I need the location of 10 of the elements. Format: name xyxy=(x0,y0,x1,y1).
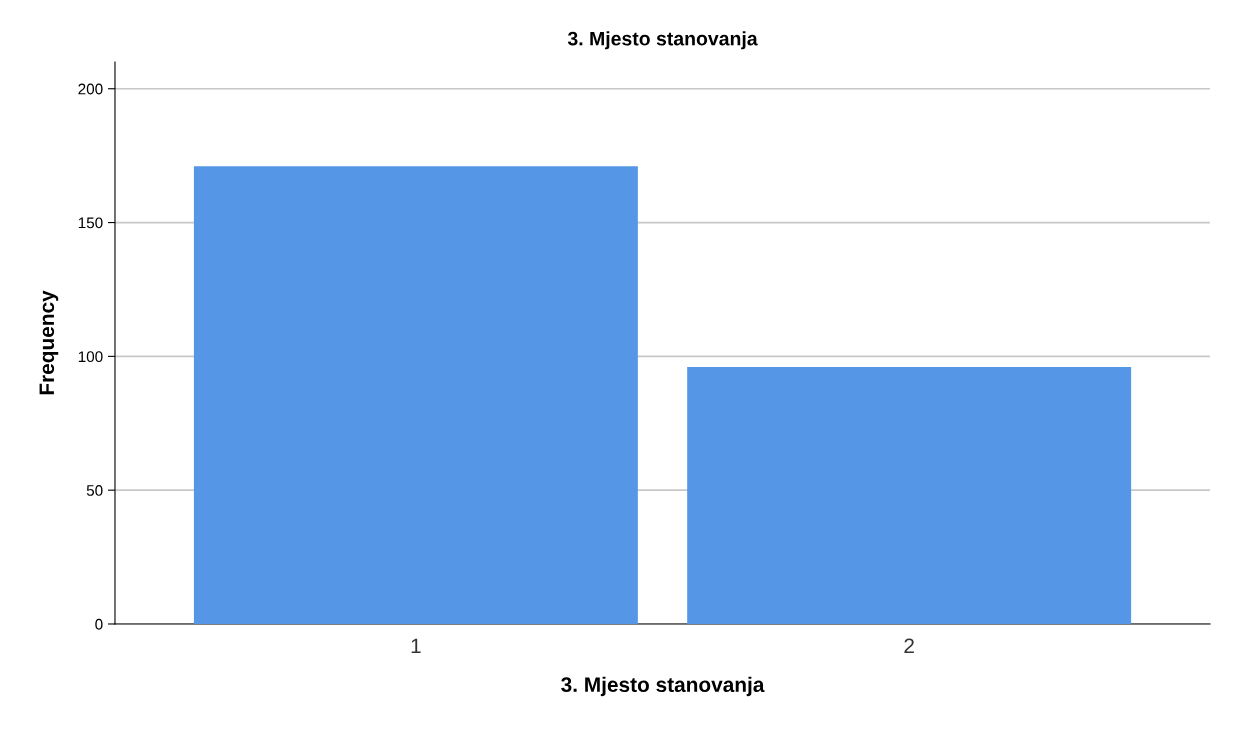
y-tick-label: 200 xyxy=(78,83,103,95)
x-tick-label: 1 xyxy=(411,638,421,653)
y-axis-title: Frequency xyxy=(39,290,59,395)
y-tick-label: 50 xyxy=(86,485,103,496)
y-tick-label: 100 xyxy=(78,351,103,363)
y-tick-label: 150 xyxy=(78,217,103,229)
y-tick-label: 0 xyxy=(95,618,103,630)
chart-title: 3. Mjesto stanovanja xyxy=(567,31,758,50)
x-tick-label: 2 xyxy=(904,638,914,653)
x-axis-title: 3. Mjesto stanovanja xyxy=(561,676,765,697)
